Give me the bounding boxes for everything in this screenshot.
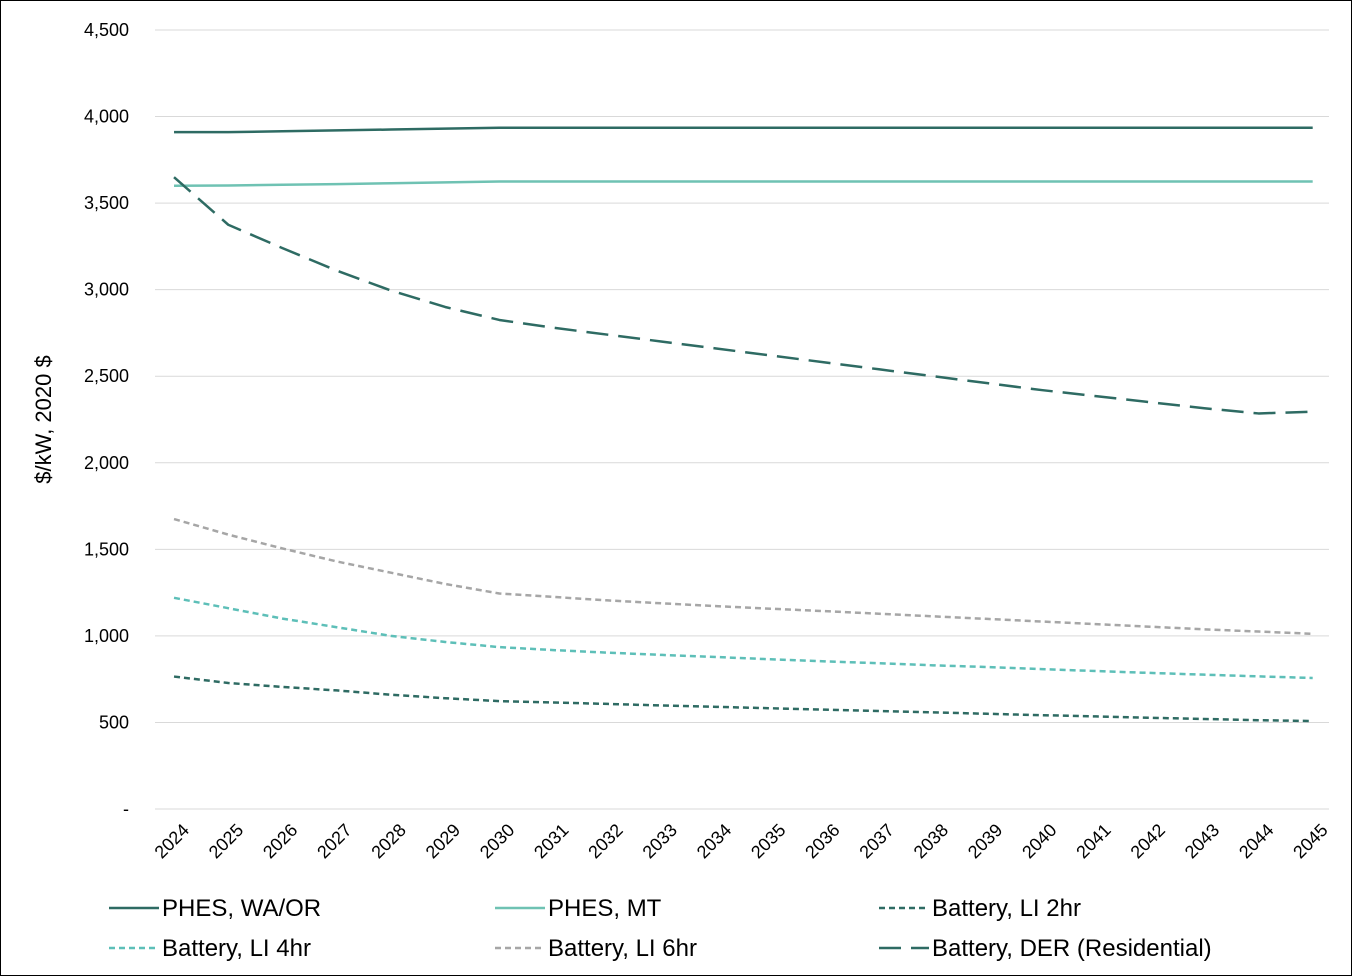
x-tick-label: 2027 (313, 820, 355, 862)
legend-label: Battery, LI 4hr (162, 935, 311, 962)
series-line-2 (173, 675, 1313, 723)
y-tick-label: 2,000 (84, 453, 129, 473)
legend-item-3: Battery, LI 4hr (109, 935, 311, 962)
y-axis-ticks: - 500 1,000 1,500 2,000 2,500 3,000 3,500 4,000 4… (84, 20, 129, 819)
x-tick-label: 2031 (530, 820, 572, 862)
x-tick-label: 2033 (639, 820, 681, 862)
y-tick-label: 4,500 (84, 20, 129, 40)
series-line-1 (174, 180, 1313, 188)
series-line-0 (174, 126, 1313, 134)
x-tick-label: 2036 (801, 820, 843, 862)
legend-item-5: Battery, DER (Residential) (879, 935, 1212, 962)
legend-label: Battery, DER (Residential) (932, 935, 1212, 962)
series-line-3 (173, 596, 1313, 680)
legend-label: PHES, WA/OR (162, 895, 321, 922)
x-tick-label: 2032 (584, 820, 626, 862)
x-tick-label: 2034 (693, 820, 735, 862)
x-tick-label: 2043 (1181, 820, 1223, 862)
legend-label: Battery, LI 2hr (932, 895, 1081, 922)
x-tick-label: 2044 (1235, 820, 1277, 862)
x-tick-label: 2037 (855, 820, 897, 862)
x-tick-label: 2029 (422, 820, 464, 862)
legend-item-4: Battery, LI 6hr (495, 935, 697, 962)
x-axis-ticks: 2024 2025 2026 2027 2028 2029 2030 2031 2032 2033… (151, 820, 1332, 862)
x-tick-label: 2040 (1018, 820, 1060, 862)
x-tick-label: 2041 (1072, 820, 1114, 862)
x-tick-label: 2035 (747, 820, 789, 862)
x-tick-label: 2038 (910, 820, 952, 862)
x-tick-label: 2030 (476, 820, 518, 862)
y-tick-label: 2,500 (84, 366, 129, 386)
x-tick-label: 2039 (964, 820, 1006, 862)
x-tick-label: 2024 (151, 820, 193, 862)
x-tick-label: 2025 (205, 820, 247, 862)
series-line-4 (173, 517, 1313, 636)
y-axis-title: $/kW, 2020 $ (31, 355, 56, 483)
y-tick-label: 1,000 (84, 626, 129, 646)
y-tick-label: 3,500 (84, 193, 129, 213)
series-line-5 (173, 176, 1313, 415)
x-tick-label: 2028 (367, 820, 409, 862)
legend-item-2: Battery, LI 2hr (879, 895, 1081, 922)
legend-item-1: PHES, MT (495, 895, 662, 922)
legend-label: PHES, MT (548, 895, 662, 922)
series-lines (173, 126, 1313, 723)
legend: PHES, WA/OR PHES, MT Battery, LI 2hr Batter… (109, 895, 1212, 962)
y-tick-label: 500 (99, 712, 129, 732)
y-tick-label: 1,500 (84, 539, 129, 559)
y-tick-label: 4,000 (84, 107, 129, 127)
legend-item-0: PHES, WA/OR (109, 895, 321, 922)
y-tick-label: 3,000 (84, 280, 129, 300)
x-tick-label: 2045 (1289, 820, 1331, 862)
legend-label: Battery, LI 6hr (548, 935, 697, 962)
y-tick-label: - (123, 799, 129, 819)
x-tick-label: 2042 (1127, 820, 1169, 862)
gridlines (155, 29, 1329, 810)
x-tick-label: 2026 (259, 820, 301, 862)
